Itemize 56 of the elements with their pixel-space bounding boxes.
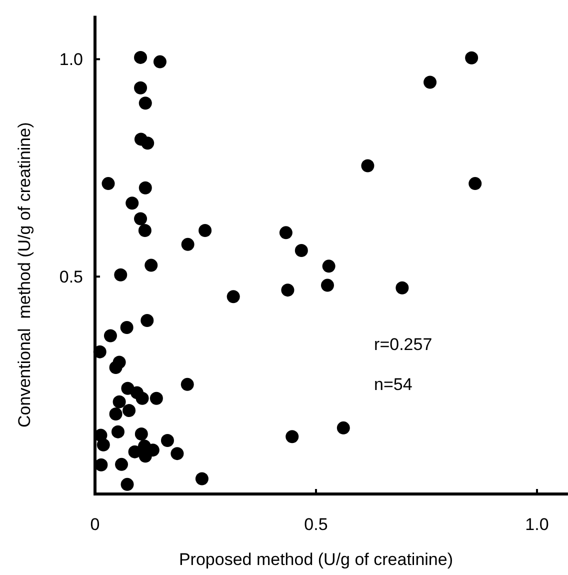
point xyxy=(138,224,152,238)
point xyxy=(120,478,134,491)
point xyxy=(134,81,148,94)
point xyxy=(336,421,350,434)
point xyxy=(128,445,142,458)
point xyxy=(153,55,166,68)
point xyxy=(322,260,336,273)
point xyxy=(120,320,134,334)
point xyxy=(181,238,194,251)
x-tick-label: 1.0 xyxy=(525,515,549,534)
point xyxy=(279,226,292,240)
point xyxy=(126,196,139,210)
point xyxy=(102,177,115,190)
point xyxy=(180,378,194,391)
point xyxy=(141,136,154,150)
point xyxy=(281,284,294,297)
point xyxy=(294,244,308,258)
point xyxy=(198,224,212,238)
point xyxy=(396,281,409,294)
x-axis-title: Proposed method (U/g of creatinine) xyxy=(178,550,454,569)
point xyxy=(122,404,136,418)
point xyxy=(136,392,149,405)
point xyxy=(160,434,174,448)
x-tick-label: 0 xyxy=(90,515,100,534)
point xyxy=(195,472,208,486)
x-tick-label: 0.5 xyxy=(304,515,328,534)
point xyxy=(150,392,163,405)
point xyxy=(109,360,122,374)
y-axis-title: Conventional method (U/g of creatinine) xyxy=(15,122,34,428)
point xyxy=(104,329,117,342)
point xyxy=(144,258,158,272)
point xyxy=(115,458,128,471)
point xyxy=(140,314,154,328)
point xyxy=(424,76,437,89)
point xyxy=(170,447,184,460)
point xyxy=(93,345,106,358)
point xyxy=(138,450,152,463)
point xyxy=(109,407,122,420)
point xyxy=(138,181,152,194)
annotation: n=54 xyxy=(374,375,412,394)
point xyxy=(112,395,126,408)
point xyxy=(134,428,148,440)
point xyxy=(114,268,128,282)
point xyxy=(96,438,110,452)
point xyxy=(134,50,148,64)
point xyxy=(111,425,124,438)
point xyxy=(94,458,108,472)
point xyxy=(465,51,478,64)
point xyxy=(468,177,482,190)
point xyxy=(320,278,334,292)
point xyxy=(138,96,152,110)
point xyxy=(286,430,299,444)
point xyxy=(226,290,240,304)
point xyxy=(134,212,148,226)
annotation: r=0.257 xyxy=(374,335,432,354)
point xyxy=(361,159,374,172)
